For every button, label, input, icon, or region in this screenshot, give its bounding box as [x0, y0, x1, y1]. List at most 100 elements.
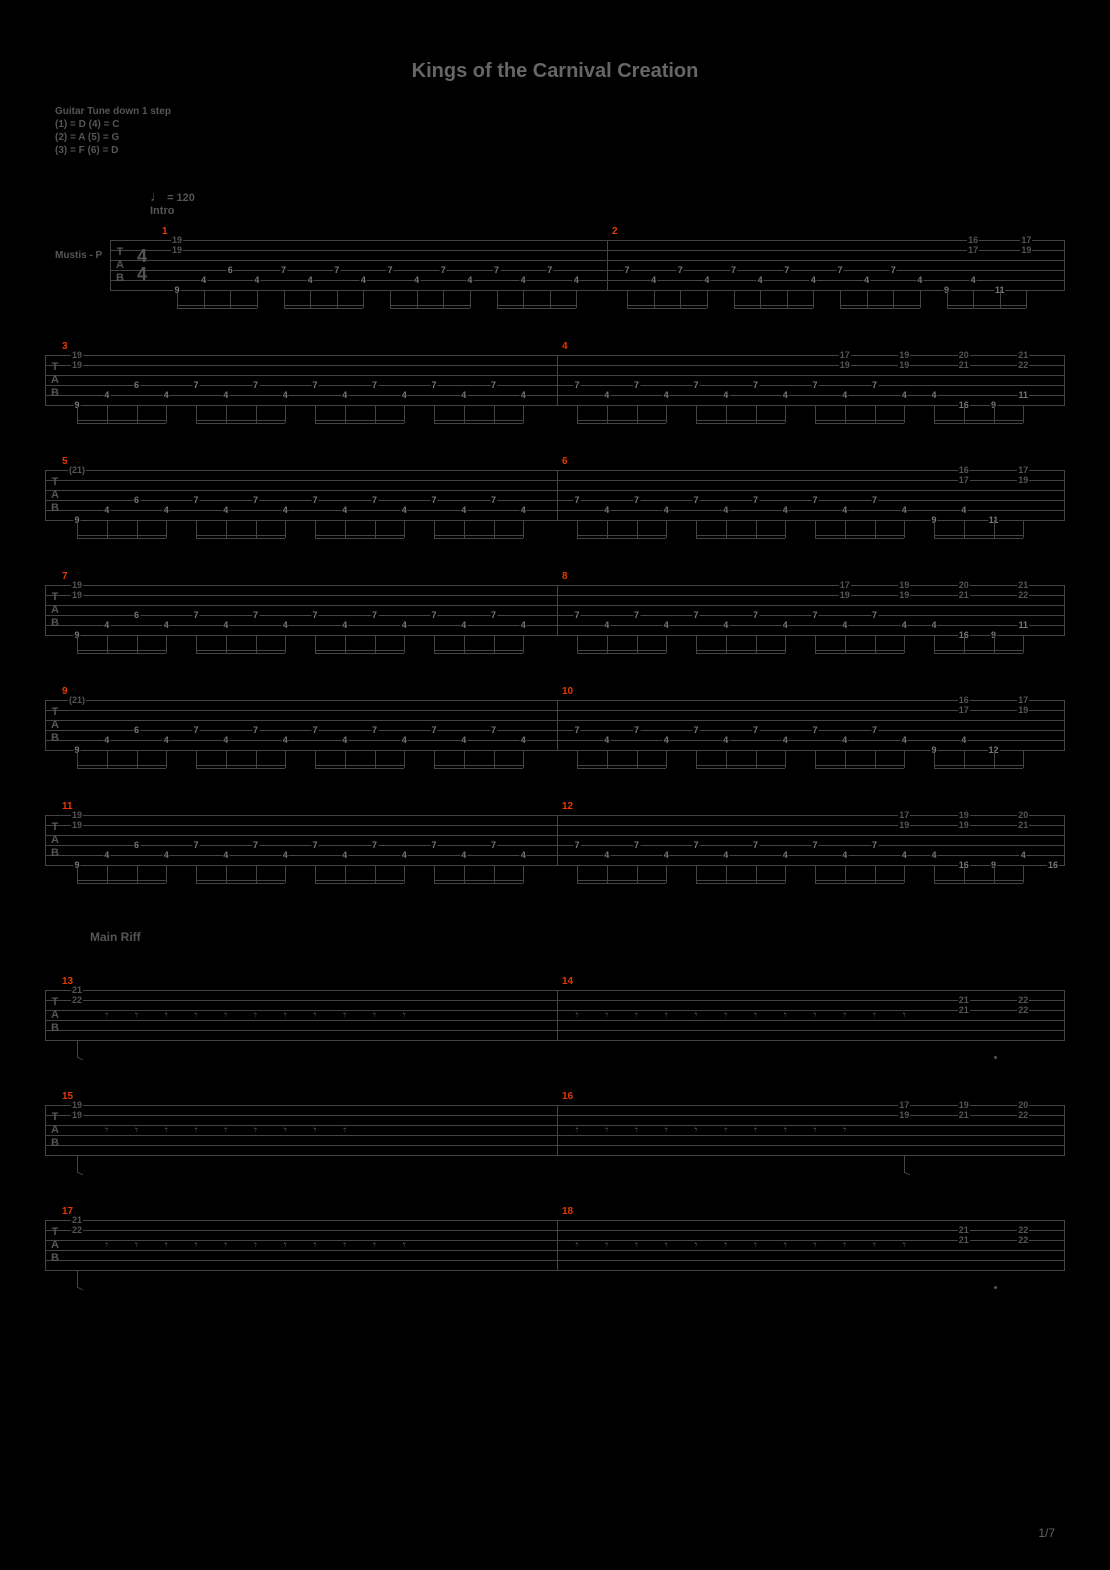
- tab-staff: TAB132122𝄾𝄾𝄾𝄾𝄾𝄾𝄾𝄾𝄾𝄾𝄾1421212222𝄾𝄾𝄾𝄾𝄾𝄾𝄾𝄾𝄾𝄾…: [45, 990, 1065, 1040]
- rest-icon: 𝄾: [194, 1238, 197, 1253]
- fret-number: 4: [782, 621, 789, 630]
- fret-number: 4: [253, 276, 260, 285]
- fret-number: 4: [663, 506, 670, 515]
- fret-number: 4: [722, 621, 729, 630]
- rest-icon: 𝄾: [575, 1008, 578, 1023]
- fret-number: 21: [958, 996, 970, 1005]
- tab-staff: TAB172122𝄾𝄾𝄾𝄾𝄾𝄾𝄾𝄾𝄾𝄾𝄾1821212222𝄾𝄾𝄾𝄾𝄾𝄾𝄾𝄾𝄾𝄾…: [45, 1220, 1065, 1270]
- fret-number: 4: [520, 391, 527, 400]
- fret-number: 7: [573, 841, 580, 850]
- tab-staff: TAB59464747474747474(21)6747474747474941…: [45, 470, 1065, 520]
- bar-number: 4: [562, 341, 568, 352]
- fret-number: 4: [703, 276, 710, 285]
- rest-icon: 𝄾: [903, 1238, 906, 1253]
- rest-icon: 𝄾: [165, 1008, 168, 1023]
- rest-icon: 𝄾: [724, 1123, 727, 1138]
- fret-number: 4: [930, 851, 937, 860]
- rest-icon: 𝄾: [665, 1008, 668, 1023]
- fret-number: 7: [430, 381, 437, 390]
- fret-number: 4: [782, 736, 789, 745]
- fret-number: 4: [460, 506, 467, 515]
- fret-number: 7: [280, 266, 287, 275]
- fret-number: 7: [811, 496, 818, 505]
- fret-number: 19: [839, 591, 851, 600]
- page-number: 1/7: [1038, 1526, 1055, 1540]
- fret-number: 4: [841, 621, 848, 630]
- rest-icon: 𝄾: [784, 1008, 787, 1023]
- fret-number: 7: [752, 496, 759, 505]
- fret-number: 16: [958, 696, 970, 705]
- fret-number: 4: [930, 391, 937, 400]
- fret-number: 4: [650, 276, 657, 285]
- rest-icon: 𝄾: [724, 1238, 727, 1253]
- fret-number: 4: [603, 391, 610, 400]
- fret-number: 7: [386, 266, 393, 275]
- section-label: Main Riff: [90, 930, 141, 944]
- fret-number: 7: [192, 381, 199, 390]
- fret-number: 7: [573, 611, 580, 620]
- rest-icon: 𝄾: [194, 1008, 197, 1023]
- rest-icon: 𝄾: [635, 1238, 638, 1253]
- rest-icon: 𝄾: [105, 1238, 108, 1253]
- fret-number: 4: [103, 851, 110, 860]
- fret-number: 7: [692, 611, 699, 620]
- fret-number: 4: [341, 851, 348, 860]
- rest-icon: 𝄾: [284, 1008, 287, 1023]
- fret-number: 4: [901, 621, 908, 630]
- fret-number: 4: [603, 851, 610, 860]
- fret-number: 21: [958, 361, 970, 370]
- tempo-value: = 120: [167, 192, 195, 204]
- fret-number: 19: [1017, 476, 1029, 485]
- fret-number: 7: [752, 381, 759, 390]
- rest-icon: 𝄾: [284, 1123, 287, 1138]
- fret-number: 7: [490, 726, 497, 735]
- fret-number: 4: [603, 736, 610, 745]
- fret-number: 7: [371, 841, 378, 850]
- fret-number: 19: [898, 591, 910, 600]
- rest-icon: 𝄾: [724, 1008, 727, 1023]
- fret-number: 7: [430, 726, 437, 735]
- fret-number: 11: [1017, 391, 1029, 400]
- fret-number: 7: [692, 381, 699, 390]
- fret-number: 22: [71, 996, 83, 1005]
- fret-number: 7: [633, 841, 640, 850]
- fret-number: 7: [573, 496, 580, 505]
- rest-icon: 𝄾: [665, 1123, 668, 1138]
- rest-icon: 𝄾: [373, 1008, 376, 1023]
- fret-number: 7: [430, 841, 437, 850]
- fret-number: 7: [752, 726, 759, 735]
- tab-staff: TAB1194647474747474741919127474747474744…: [45, 815, 1065, 865]
- rest-icon: 𝄾: [903, 1008, 906, 1023]
- fret-number: 7: [633, 611, 640, 620]
- fret-number: 7: [252, 496, 259, 505]
- fret-number: 20: [1017, 1101, 1029, 1110]
- rest-icon: 𝄾: [343, 1123, 346, 1138]
- fret-number: 22: [1017, 996, 1029, 1005]
- rest-icon: 𝄾: [605, 1238, 608, 1253]
- fret-number: 19: [1020, 246, 1032, 255]
- rest-icon: 𝄾: [254, 1123, 257, 1138]
- fret-number: 16: [958, 466, 970, 475]
- fret-number: 4: [401, 736, 408, 745]
- fret-number: 7: [192, 841, 199, 850]
- fret-number: 7: [371, 381, 378, 390]
- rest-icon: 𝄾: [694, 1238, 697, 1253]
- fret-number: 4: [341, 736, 348, 745]
- fret-number: 4: [901, 851, 908, 860]
- fret-number: 4: [960, 736, 967, 745]
- rest-icon: 𝄾: [105, 1123, 108, 1138]
- rest-icon: 𝄾: [343, 1008, 346, 1023]
- rest-icon: 𝄾: [843, 1123, 846, 1138]
- fret-number: 6: [227, 266, 234, 275]
- fret-number: 7: [890, 266, 897, 275]
- fret-number: 4: [520, 621, 527, 630]
- fret-number: 7: [811, 611, 818, 620]
- song-title: Kings of the Carnival Creation: [0, 60, 1110, 83]
- bar-number: 18: [562, 1206, 573, 1217]
- fret-number: 7: [333, 266, 340, 275]
- bar-number: 1: [162, 226, 168, 237]
- fret-number: 17: [898, 811, 910, 820]
- fret-number: 4: [663, 391, 670, 400]
- rest-icon: 𝄾: [135, 1008, 138, 1023]
- fret-number: 7: [311, 496, 318, 505]
